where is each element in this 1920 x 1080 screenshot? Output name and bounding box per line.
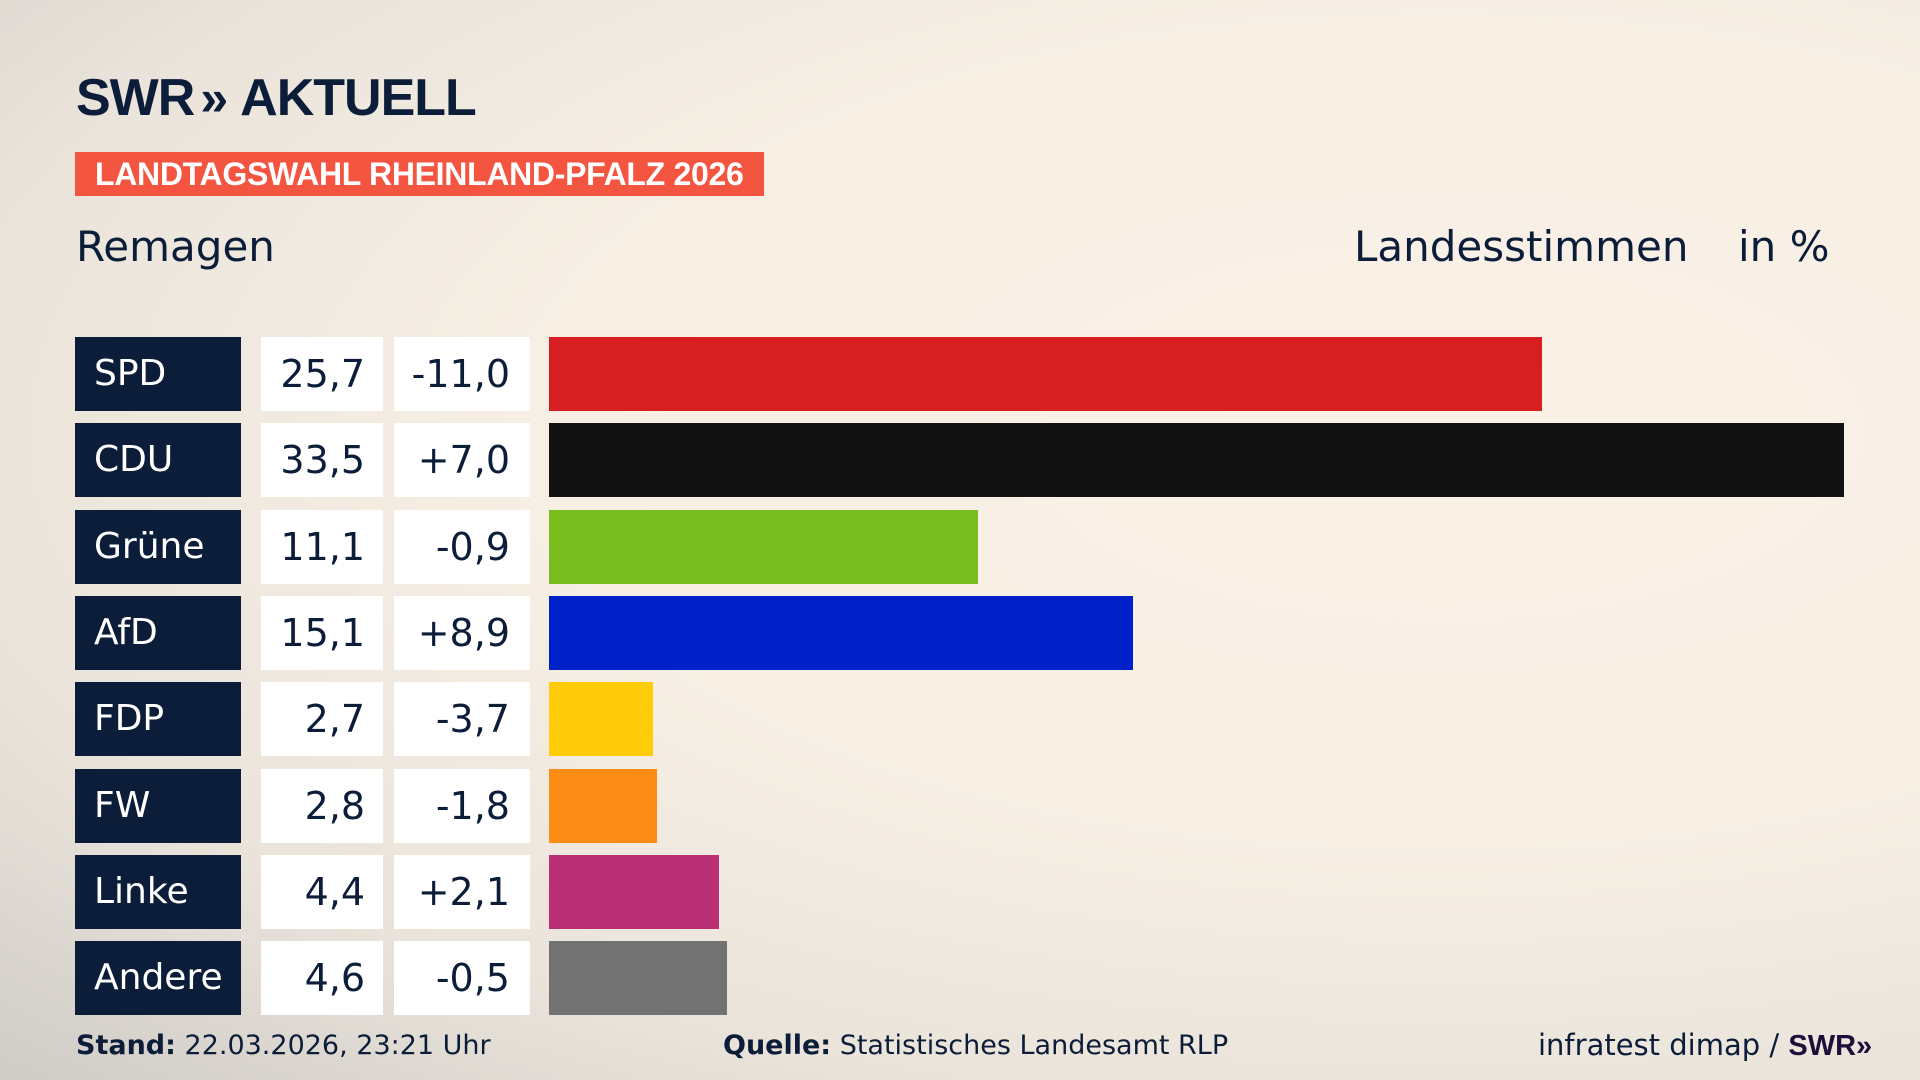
bar-fw xyxy=(549,768,658,843)
credit: infratest dimap / SWR» xyxy=(1538,1028,1872,1063)
vote-share: 2,7 xyxy=(261,682,383,757)
party-label: Andere xyxy=(75,941,241,1016)
source-value: Statistisches Landesamt RLP xyxy=(839,1030,1229,1061)
party-label: FDP xyxy=(75,682,241,757)
vote-share: 4,4 xyxy=(261,854,383,929)
vote-change: -1,8 xyxy=(394,768,530,843)
party-label: Linke xyxy=(75,854,241,929)
party-label: FW xyxy=(75,768,241,843)
bar-cdu xyxy=(549,423,1844,498)
bar-afd xyxy=(549,595,1133,670)
vote-share: 33,5 xyxy=(261,423,383,498)
source: Quelle: Statistisches Landesamt RLP xyxy=(723,1030,1228,1061)
vote-change: +2,1 xyxy=(394,854,530,929)
logo-aktuell: AKTUELL xyxy=(240,69,477,127)
bar-grüne xyxy=(549,509,979,584)
credit-swr-logo: SWR» xyxy=(1788,1030,1873,1062)
party-label: SPD xyxy=(75,337,241,411)
swr-aktuell-logo: SWR » AKTUELL xyxy=(76,68,477,128)
bar-spd xyxy=(549,337,1543,411)
unit-label: in % xyxy=(1738,222,1830,271)
vote-change: -0,5 xyxy=(394,941,530,1016)
vote-change: +8,9 xyxy=(394,595,530,670)
vote-share: 4,6 xyxy=(261,941,383,1016)
stand-label: Stand: xyxy=(76,1030,176,1061)
vote-change: -0,9 xyxy=(394,509,530,584)
source-label: Quelle: xyxy=(723,1030,832,1061)
bar-fdp xyxy=(549,682,654,757)
logo-swr: SWR xyxy=(76,69,195,127)
timestamp: Stand: 22.03.2026, 23:21 Uhr xyxy=(76,1030,491,1061)
vote-share: 25,7 xyxy=(261,337,383,411)
region-title: Remagen xyxy=(76,222,275,271)
stand-value: 22.03.2026, 23:21 Uhr xyxy=(184,1030,491,1061)
credit-text: infratest dimap / xyxy=(1538,1028,1780,1062)
vote-share: 2,8 xyxy=(261,768,383,843)
party-label: Grüne xyxy=(75,509,241,584)
vote-share: 11,1 xyxy=(261,509,383,584)
party-label: CDU xyxy=(75,423,241,498)
party-label: AfD xyxy=(75,595,241,670)
election-banner: LANDTAGSWAHL RHEINLAND-PFALZ 2026 xyxy=(75,152,764,196)
logo-chevron-icon: » xyxy=(200,70,228,126)
vote-share: 15,1 xyxy=(261,595,383,670)
vote-change: -11,0 xyxy=(394,337,530,411)
vote-change: +7,0 xyxy=(394,423,530,498)
bar-linke xyxy=(549,854,720,929)
bar-andere xyxy=(549,941,727,1016)
vote-change: -3,7 xyxy=(394,682,530,757)
vote-type-label: Landesstimmen xyxy=(1354,222,1689,271)
